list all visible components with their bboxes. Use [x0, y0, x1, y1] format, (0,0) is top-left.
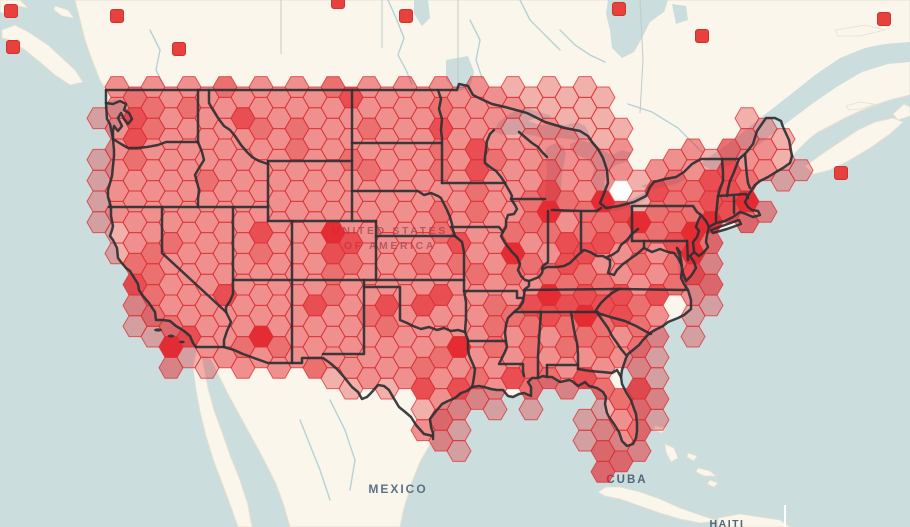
red-square-marker[interactable] [172, 42, 186, 56]
state-border [428, 154, 794, 448]
state-border [522, 287, 621, 292]
island [834, 24, 886, 37]
river [519, 0, 561, 51]
island [53, 5, 75, 19]
island [664, 443, 679, 463]
red-square-marker[interactable] [331, 0, 345, 9]
state-border [743, 152, 752, 190]
state-border [536, 310, 543, 379]
red-square-marker[interactable] [612, 2, 626, 16]
lake [672, 4, 688, 24]
province-border [639, 0, 644, 114]
lake [795, 116, 852, 164]
hex-cell[interactable] [644, 408, 670, 431]
island [804, 117, 904, 175]
state-border [160, 205, 228, 314]
hex-cell[interactable] [680, 325, 706, 348]
state-border [699, 213, 711, 229]
hex-cell[interactable] [446, 440, 472, 462]
state-border [224, 278, 235, 314]
river [387, 0, 413, 85]
state-border [462, 289, 525, 300]
island [686, 452, 698, 462]
borders-layer [104, 82, 794, 448]
state-border [111, 137, 200, 150]
map-label-mexico: MEXICO [368, 482, 427, 496]
hex-cell[interactable] [608, 450, 634, 473]
island [892, 103, 910, 121]
channel-island [167, 334, 175, 338]
state-border [725, 157, 741, 198]
red-square-marker[interactable] [110, 9, 124, 23]
state-border [714, 157, 725, 223]
state-border [462, 278, 468, 334]
state-border [463, 330, 477, 389]
map-label-us1: UNITED STATES [332, 225, 448, 237]
map-label-haiti: HAITI [710, 518, 745, 527]
hex-cell[interactable] [752, 200, 778, 223]
map-label-cuba: CUBA [606, 474, 647, 486]
red-square-marker[interactable] [695, 29, 709, 43]
river [299, 419, 331, 501]
state-border [550, 206, 603, 213]
state-border [193, 140, 206, 209]
state-border [362, 285, 467, 334]
state-border [483, 128, 531, 378]
channel-island [179, 340, 185, 344]
state-border [576, 367, 623, 379]
state-border [596, 312, 628, 357]
channel-island [154, 328, 162, 332]
state-border [436, 88, 444, 185]
rivers-layer [149, 0, 703, 501]
red-square-marker[interactable] [6, 40, 20, 54]
lake [570, 140, 632, 196]
state-border [194, 345, 435, 438]
state-border [527, 227, 640, 283]
red-square-marker[interactable] [834, 166, 848, 180]
state-border [685, 239, 690, 262]
state-border [222, 310, 233, 349]
hex-cell[interactable] [518, 398, 544, 421]
hex-cell[interactable] [482, 398, 508, 421]
state-border [709, 218, 743, 235]
state-border [104, 88, 198, 349]
river [329, 399, 356, 491]
red-square-marker[interactable] [4, 4, 18, 18]
island [695, 467, 718, 477]
state-border [540, 209, 550, 271]
state-border [104, 82, 794, 210]
state-border [517, 130, 549, 159]
state-border [593, 310, 653, 336]
state-border [642, 239, 684, 268]
lakes-layer [129, 0, 910, 285]
lake [700, 42, 910, 170]
island [717, 513, 791, 527]
hex-cell[interactable] [788, 159, 814, 182]
island [652, 425, 667, 434]
state-border [449, 225, 505, 234]
island [706, 479, 719, 488]
state-border [321, 278, 366, 356]
state-border [453, 234, 466, 282]
island [845, 101, 876, 111]
state-border [630, 204, 703, 253]
lake [414, 0, 430, 26]
state-border [350, 189, 457, 238]
red-square-marker[interactable] [877, 12, 891, 26]
river [469, 19, 483, 79]
state-border [606, 246, 646, 277]
river [559, 29, 606, 63]
red-square-marker[interactable] [399, 9, 413, 23]
state-border [593, 287, 621, 314]
markers-layer [4, 0, 891, 180]
state-border [104, 99, 134, 141]
state-border [207, 88, 270, 166]
state-border [617, 287, 688, 292]
